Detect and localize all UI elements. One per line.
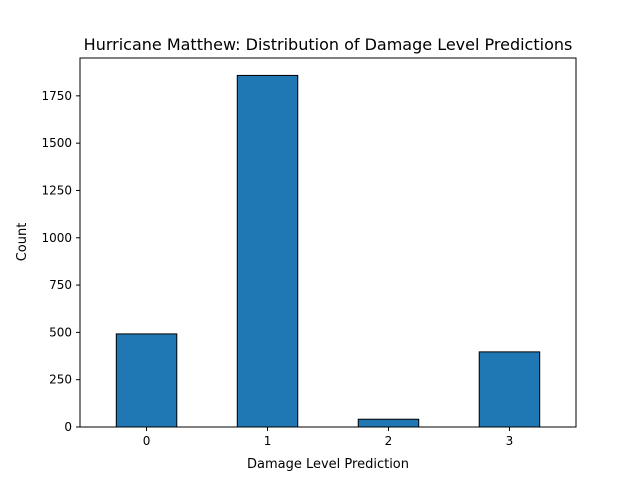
bar-1 <box>236 74 299 428</box>
bar-2 <box>357 418 420 428</box>
plot-frame <box>79 57 577 428</box>
bar-0 <box>115 333 178 428</box>
x-axis: 0 1 2 3 <box>143 427 514 448</box>
y-tick-label: 1500 <box>41 136 72 150</box>
y-tick-label: 750 <box>49 278 72 292</box>
y-axis-label: Count <box>15 223 30 262</box>
x-tick-label: 2 <box>385 434 393 448</box>
y-axis: 0 250 500 750 1000 1250 1500 1750 <box>41 89 80 434</box>
x-tick-label: 3 <box>506 434 514 448</box>
chart-title: Hurricane Matthew: Distribution of Damag… <box>84 35 573 54</box>
y-tick-label: 0 <box>64 420 72 434</box>
y-tick-label: 500 <box>49 325 72 339</box>
bars-group <box>115 74 541 428</box>
y-tick-label: 1000 <box>41 231 72 245</box>
x-tick-label: 1 <box>264 434 272 448</box>
x-tick-label: 0 <box>143 434 151 448</box>
y-tick-label: 1250 <box>41 183 72 197</box>
y-tick-label: 1750 <box>41 89 72 103</box>
x-axis-label: Damage Level Prediction <box>247 457 409 472</box>
y-tick-label: 250 <box>49 373 72 387</box>
bar-3 <box>478 351 541 428</box>
